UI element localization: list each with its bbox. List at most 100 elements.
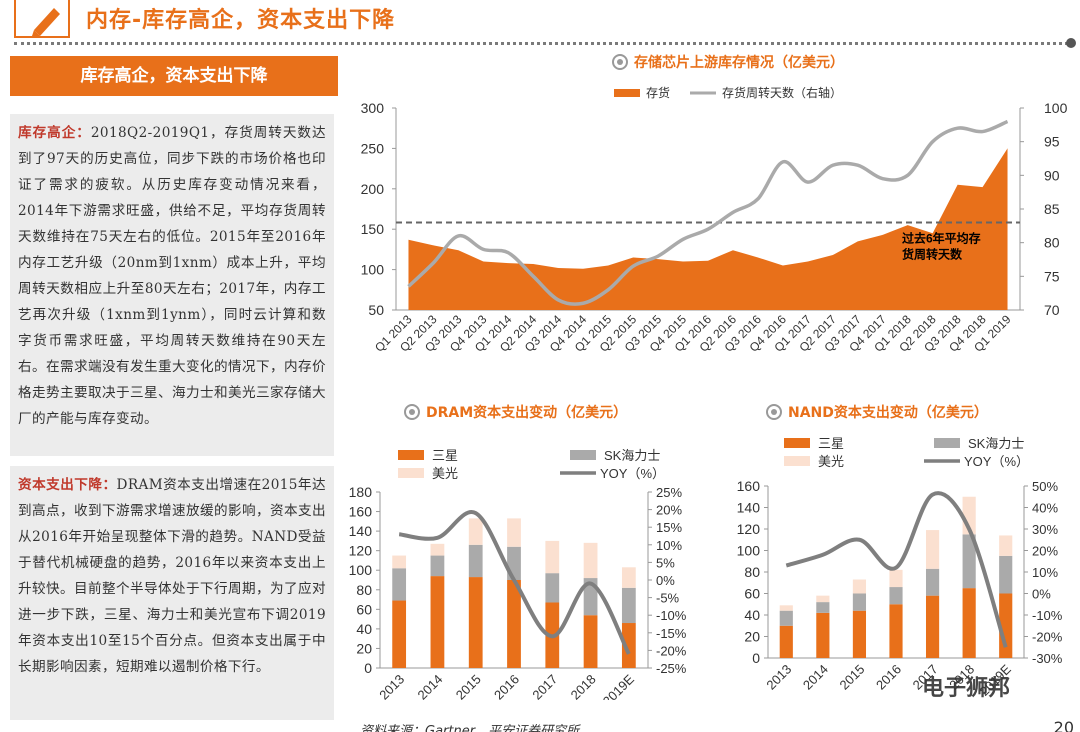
pencil-icon — [32, 8, 60, 36]
y-tick-label-left: 100 — [737, 543, 761, 559]
text-box-capex: 资本支出下降：DRAM资本支出增速在2015年达到高点，收到下游需求增速放缓的影… — [10, 466, 334, 720]
y-tick-label-right: -20% — [1032, 630, 1063, 645]
header-logo — [14, 0, 70, 38]
x-tick-label: 2013 — [376, 672, 407, 700]
legend-swatch-samsung — [398, 450, 424, 460]
y-tick-label-right: -10% — [656, 608, 687, 623]
x-tick-label: 2016 — [873, 662, 904, 693]
bar-samsung — [852, 610, 867, 658]
x-tick-label: 2018 — [568, 672, 599, 700]
y-tick-label-right: 50% — [1032, 479, 1058, 494]
bullet-icon — [612, 54, 628, 70]
bar-samsung — [962, 588, 976, 658]
y-tick-label-left: 150 — [361, 221, 385, 237]
y-tick-label-left: 120 — [349, 543, 373, 559]
bar-skhynix — [816, 602, 830, 613]
y-tick-label-right: 100 — [1044, 100, 1068, 116]
legend-label-samsung: 三星 — [432, 448, 458, 463]
x-tick-label: 2016 — [491, 672, 522, 700]
y-tick-label-right: 10% — [1032, 565, 1058, 580]
y-tick-label-left: 160 — [349, 504, 373, 520]
bar-micron — [583, 542, 598, 579]
bar-micron — [430, 543, 445, 556]
chart2-title: DRAM资本支出变动（亿美元） — [404, 402, 627, 422]
y-tick-label-right: 0% — [656, 573, 675, 588]
legend-swatch-micron — [784, 456, 810, 466]
y-tick-label-left: 300 — [361, 100, 385, 116]
legend-swatch-inventory — [614, 89, 640, 97]
y-tick-label-left: 80 — [744, 564, 760, 580]
y-tick-label-left: 20 — [356, 640, 372, 656]
y-tick-label-left: 140 — [349, 523, 373, 539]
legend-label-micron: 美光 — [432, 466, 458, 481]
watermark: 电子狮邦 — [922, 676, 1011, 701]
bar-micron — [545, 540, 560, 574]
bar-samsung — [468, 577, 483, 668]
y-tick-label-left: 80 — [356, 582, 372, 598]
y-tick-label-right: 80 — [1044, 235, 1060, 251]
y-tick-label-right: 20% — [1032, 544, 1058, 559]
bar-samsung — [816, 612, 830, 658]
y-tick-label-right: 95 — [1044, 134, 1060, 150]
legend-label-yoy: YOY（%） — [964, 454, 1029, 469]
bar-skhynix — [852, 593, 867, 611]
chart3-title: NAND资本支出变动（亿美元） — [766, 402, 988, 422]
capex-lead: 资本支出下降： — [18, 477, 117, 493]
bar-samsung — [889, 604, 903, 658]
legend-label-yoy: YOY（%） — [600, 466, 665, 481]
legend-label-micron: 美光 — [818, 454, 844, 469]
y-tick-label-right: 0% — [1032, 587, 1051, 602]
text-box-inventory: 库存高企：2018Q2-2019Q1，存货周转天数达到了97天的历史高位，同步下… — [10, 114, 334, 456]
section-banner: 库存高企，资本支出下降 — [10, 56, 338, 96]
y-tick-label-left: 100 — [349, 562, 373, 578]
bar-samsung — [583, 615, 598, 668]
legend-label-skhynix: SK海力士 — [968, 436, 1024, 451]
y-tick-label-right: -10% — [1032, 608, 1063, 623]
average-turnover-label-2: 货周转天数 — [902, 246, 963, 261]
y-tick-label-left: 200 — [361, 181, 385, 197]
bar-micron — [925, 530, 940, 569]
y-tick-label-right: 90 — [1044, 167, 1060, 183]
bar-micron — [392, 555, 407, 569]
x-tick-label: 2014 — [414, 672, 445, 700]
bar-skhynix — [925, 568, 940, 596]
y-tick-label-left: 20 — [744, 629, 760, 645]
x-tick-label: 2015 — [453, 672, 484, 700]
y-tick-label-left: 100 — [361, 262, 385, 278]
bar-micron — [507, 518, 521, 547]
x-tick-label: 2019E — [600, 671, 637, 700]
bar-micron — [816, 595, 830, 603]
y-tick-label-right: 70 — [1044, 302, 1060, 318]
y-tick-label-right: 25% — [656, 485, 682, 500]
bar-skhynix — [779, 610, 793, 626]
y-tick-label-left: 120 — [737, 521, 761, 537]
source-note: 资料来源：Gartner，平安证券研究所 — [360, 724, 580, 732]
average-turnover-label-1: 过去6年平均存 — [902, 230, 981, 245]
y-tick-label-left: 250 — [361, 140, 385, 156]
y-tick-label-right: 85 — [1044, 201, 1060, 217]
y-tick-label-right: 40% — [1032, 501, 1058, 516]
bar-micron — [852, 579, 867, 594]
bar-samsung — [392, 600, 407, 668]
bar-skhynix — [962, 534, 976, 589]
inventory-body: 2018Q2-2019Q1，存货周转天数达到了97天的历史高位，同步下跌的市场价… — [18, 125, 326, 427]
bar-micron — [621, 567, 636, 588]
y-tick-label-right: -15% — [656, 626, 687, 641]
bar-skhynix — [621, 587, 636, 624]
x-tick-label: 2014 — [800, 662, 831, 693]
legend-swatch-skhynix — [934, 438, 960, 448]
bar-samsung — [430, 576, 445, 668]
header-divider — [14, 42, 1074, 45]
capex-body: DRAM资本支出增速在2015年达到高点，收到下游需求增速放缓的影响，资本支出从… — [18, 477, 326, 675]
x-tick-label: 2013 — [763, 662, 794, 693]
y-tick-label-left: 0 — [364, 660, 372, 676]
bar-skhynix — [468, 544, 483, 578]
x-tick-label: 2015 — [836, 662, 867, 693]
chart1-title: 存储芯片上游库存情况（亿美元） — [612, 52, 844, 72]
bar-skhynix — [392, 568, 407, 601]
bar-skhynix — [430, 555, 445, 577]
bullet-icon — [766, 404, 782, 420]
